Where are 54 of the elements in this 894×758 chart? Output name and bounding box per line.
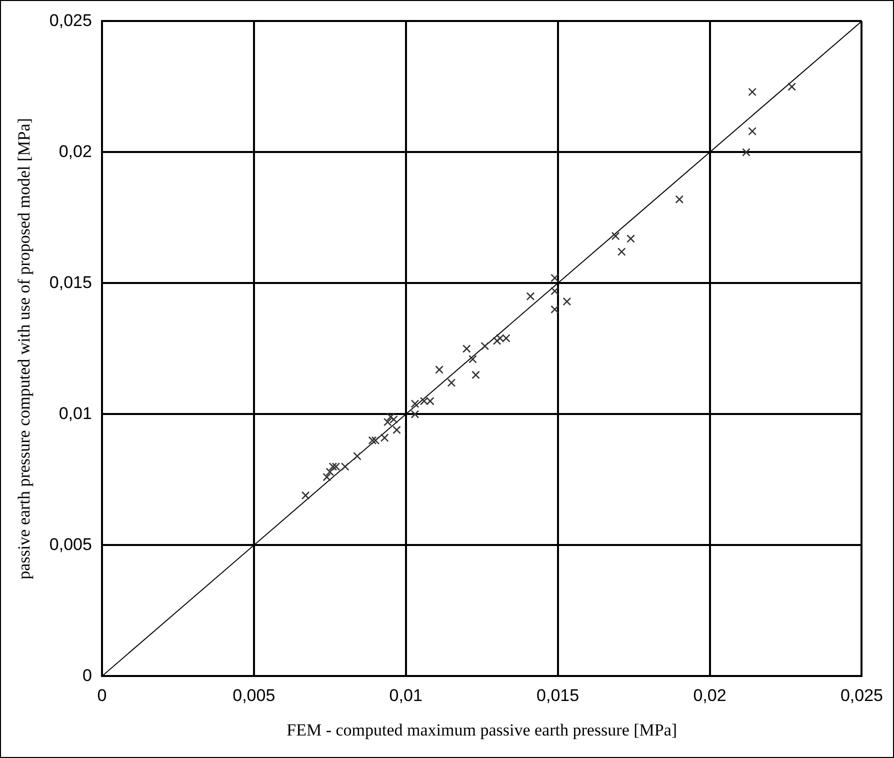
x-tick-label: 0,02 bbox=[693, 686, 726, 706]
point bbox=[386, 412, 395, 422]
point bbox=[301, 491, 310, 500]
point bbox=[380, 434, 389, 442]
point bbox=[550, 305, 559, 314]
point bbox=[353, 452, 362, 460]
point bbox=[550, 286, 559, 296]
point bbox=[472, 370, 480, 380]
y-tick-label: 0,01 bbox=[58, 404, 92, 423]
point bbox=[426, 396, 434, 406]
point bbox=[435, 365, 444, 374]
x-tick-label: 0,025 bbox=[840, 686, 884, 706]
point bbox=[447, 378, 456, 387]
y-tick-label: 0,025 bbox=[49, 10, 92, 30]
x-tick-label: 0,01 bbox=[389, 686, 422, 706]
point bbox=[462, 344, 471, 353]
y-tick-label: 0,015 bbox=[49, 272, 92, 292]
point bbox=[340, 462, 350, 471]
point bbox=[496, 334, 504, 342]
point bbox=[502, 334, 510, 342]
y-tick-label: 0,02 bbox=[58, 142, 92, 161]
point bbox=[526, 292, 535, 300]
point bbox=[326, 468, 334, 476]
point bbox=[390, 415, 398, 424]
x-tick-label: 0,005 bbox=[232, 686, 276, 706]
point bbox=[562, 297, 572, 306]
point bbox=[383, 418, 392, 426]
point bbox=[410, 400, 420, 408]
point bbox=[492, 336, 502, 346]
point bbox=[480, 342, 490, 350]
point bbox=[468, 354, 477, 364]
point bbox=[626, 234, 635, 243]
point bbox=[550, 274, 559, 282]
point bbox=[675, 195, 684, 204]
point bbox=[748, 88, 757, 96]
y-axis-title: passive earth pressure computed with use of proposed model [MPa] bbox=[14, 118, 34, 580]
point bbox=[368, 436, 377, 445]
point bbox=[617, 248, 626, 256]
point bbox=[742, 148, 750, 156]
point bbox=[371, 436, 380, 445]
point bbox=[328, 462, 338, 471]
point bbox=[611, 232, 620, 240]
x-tick-label: 0 bbox=[97, 686, 107, 706]
point bbox=[420, 396, 428, 406]
point bbox=[332, 462, 340, 471]
x-tick-label: 0,015 bbox=[536, 686, 580, 706]
x-axis-title: FEM - computed maximum passive earth pressure [MPa] bbox=[286, 720, 678, 740]
y-tick-label: 0 bbox=[82, 666, 92, 685]
y-tick-label: 0,005 bbox=[49, 534, 92, 554]
point bbox=[410, 410, 420, 418]
point bbox=[788, 82, 796, 91]
point bbox=[322, 472, 332, 482]
point bbox=[392, 426, 401, 434]
point bbox=[748, 127, 757, 136]
